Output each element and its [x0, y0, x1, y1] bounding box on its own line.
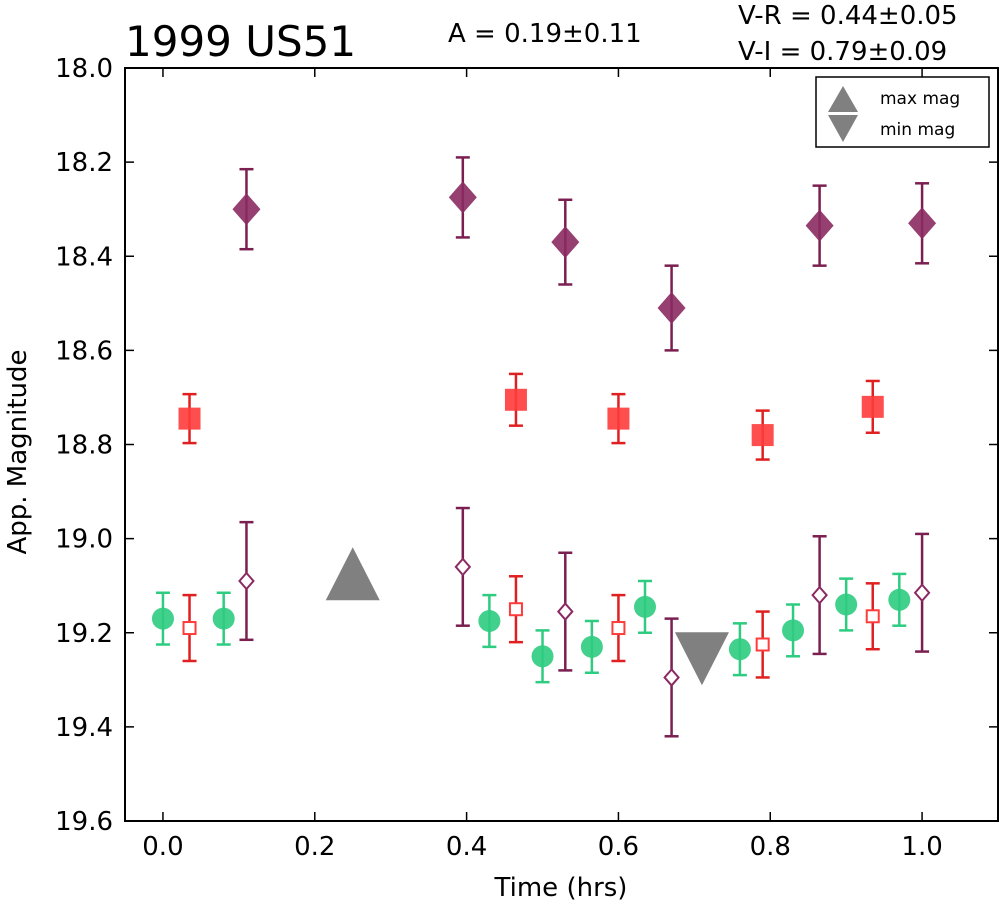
data-point: [611, 621, 626, 636]
data-point: [504, 388, 527, 411]
data-point: [178, 407, 201, 430]
data-point: [454, 557, 472, 577]
data-point: [182, 621, 197, 636]
max-mag-marker: [325, 547, 380, 601]
data-point: [232, 193, 261, 226]
plot-frame: [124, 67, 999, 822]
data-point: [805, 209, 834, 242]
data-point: [728, 638, 751, 661]
data-point: [865, 609, 880, 624]
y-tick-label: 18.0: [55, 54, 113, 84]
axis-ticks: 0.0 0.2 0.4 0.6 0.8 1.0 18.0 18.2 18.4 18.6 18.8 19…: [55, 54, 998, 862]
min-mag-marker: [674, 632, 729, 686]
y-tick-label: 19.2: [55, 619, 113, 649]
y-tick-label: 18.6: [55, 336, 113, 366]
data-point: [238, 571, 255, 591]
x-axis-label: Time (hrs): [494, 873, 628, 903]
y-tick-label: 19.6: [55, 807, 113, 837]
data-point: [811, 585, 828, 605]
data-series: [151, 156, 937, 738]
data-point: [861, 395, 884, 418]
series-4: [238, 506, 931, 738]
legend-min-mag-label: min mag: [880, 120, 955, 140]
data-point: [657, 292, 686, 325]
series-2: [151, 572, 911, 684]
data-point: [531, 645, 554, 668]
data-point: [908, 207, 937, 240]
y-tick-label: 19.4: [55, 713, 113, 743]
x-tick-label: 0.8: [750, 832, 791, 862]
data-point: [151, 607, 174, 630]
series-1: [178, 372, 884, 461]
y-tick-label: 19.0: [55, 525, 113, 555]
data-point: [663, 667, 680, 687]
x-tick-label: 0.2: [294, 832, 335, 862]
series-3: [182, 575, 880, 679]
x-tick-label: 0.4: [446, 832, 487, 862]
y-tick-label: 18.4: [55, 242, 113, 272]
amplitude-label: A = 0.19±0.11: [448, 19, 642, 49]
x-tick-label: 1.0: [901, 832, 942, 862]
data-point: [556, 602, 574, 622]
y-tick-label: 18.8: [55, 431, 113, 461]
data-point: [580, 635, 603, 658]
data-point: [755, 637, 770, 652]
data-point: [478, 609, 501, 632]
data-point: [751, 424, 774, 447]
series-0: [232, 156, 937, 352]
data-point: [913, 583, 931, 603]
legend-max-mag-label: max mag: [880, 89, 960, 109]
legend-max-mag-marker: [828, 86, 858, 112]
color-vi-label: V-I = 0.79±0.09: [738, 37, 947, 67]
data-point: [551, 226, 580, 259]
y-tick-label: 18.2: [55, 148, 113, 178]
x-tick-label: 0.0: [142, 832, 183, 862]
data-point: [508, 602, 523, 617]
legend-min-mag-marker: [828, 115, 858, 142]
color-vr-label: V-R = 0.44±0.05: [738, 1, 958, 31]
data-point: [448, 181, 477, 214]
data-point: [835, 593, 858, 616]
x-tick-label: 0.6: [598, 832, 639, 862]
data-point: [607, 407, 630, 430]
data-point: [634, 595, 657, 618]
legend: max mag min mag: [815, 76, 990, 148]
y-axis-label: App. Magnitude: [3, 349, 33, 554]
chart-title: 1999 US51: [125, 17, 356, 66]
data-point: [782, 619, 805, 642]
data-point: [212, 607, 235, 630]
extrema-markers: [325, 547, 729, 686]
data-point: [888, 588, 911, 611]
